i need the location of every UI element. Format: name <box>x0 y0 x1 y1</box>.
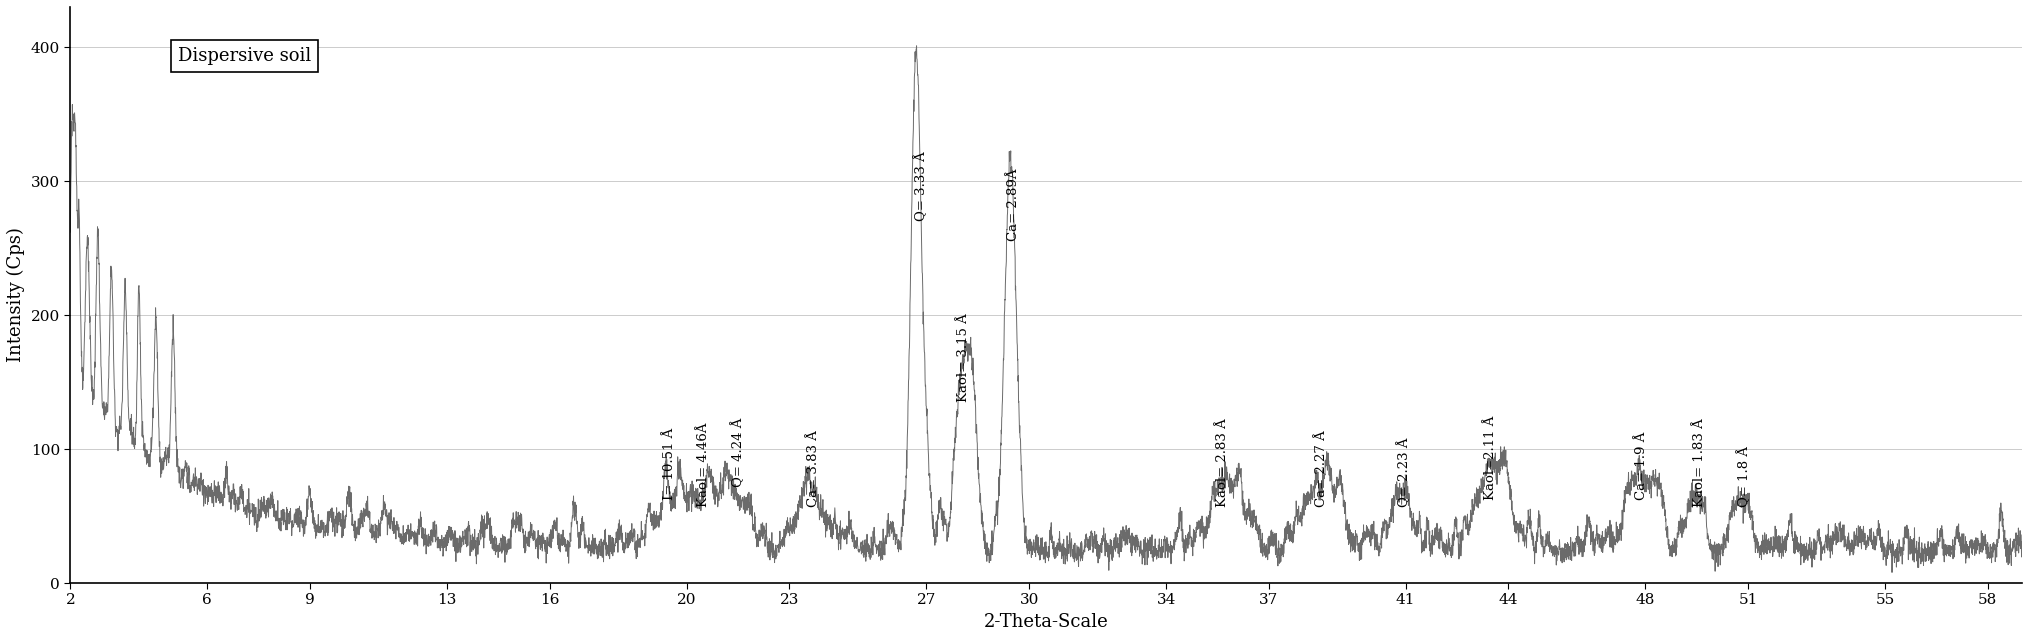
Text: Ca= 2.89Å: Ca= 2.89Å <box>1006 169 1021 241</box>
Text: Q= 4.24 Å: Q= 4.24 Å <box>730 417 745 487</box>
Text: Ca= 2.27 Å: Ca= 2.27 Å <box>1315 430 1329 507</box>
Text: Kaol=2.11 Å: Kaol=2.11 Å <box>1485 416 1497 500</box>
Text: Kaol= 2.83 Å: Kaol= 2.83 Å <box>1215 418 1230 507</box>
Text: I= 10.51 Å: I= 10.51 Å <box>663 428 676 500</box>
Text: Kaol= 4.46Å: Kaol= 4.46Å <box>698 422 710 507</box>
Text: Q= 3.33 Å: Q= 3.33 Å <box>915 152 927 221</box>
Text: Q= 2.23 Å: Q= 2.23 Å <box>1398 437 1410 507</box>
Y-axis label: Intensity (Cps): Intensity (Cps) <box>6 228 24 362</box>
X-axis label: 2-Theta-Scale: 2-Theta-Scale <box>984 613 1108 631</box>
Text: Kaol= 3.15 Å: Kaol= 3.15 Å <box>958 314 970 402</box>
Text: Kaol= 1.83 Å: Kaol= 1.83 Å <box>1694 418 1706 507</box>
Text: Ca= 1.9 Å: Ca= 1.9 Å <box>1635 432 1648 500</box>
Text: Q= 1.8 Å: Q= 1.8 Å <box>1739 446 1751 507</box>
Text: Dispersive soil: Dispersive soil <box>179 47 310 65</box>
Text: Ca= 3.83 Å: Ca= 3.83 Å <box>808 430 820 507</box>
